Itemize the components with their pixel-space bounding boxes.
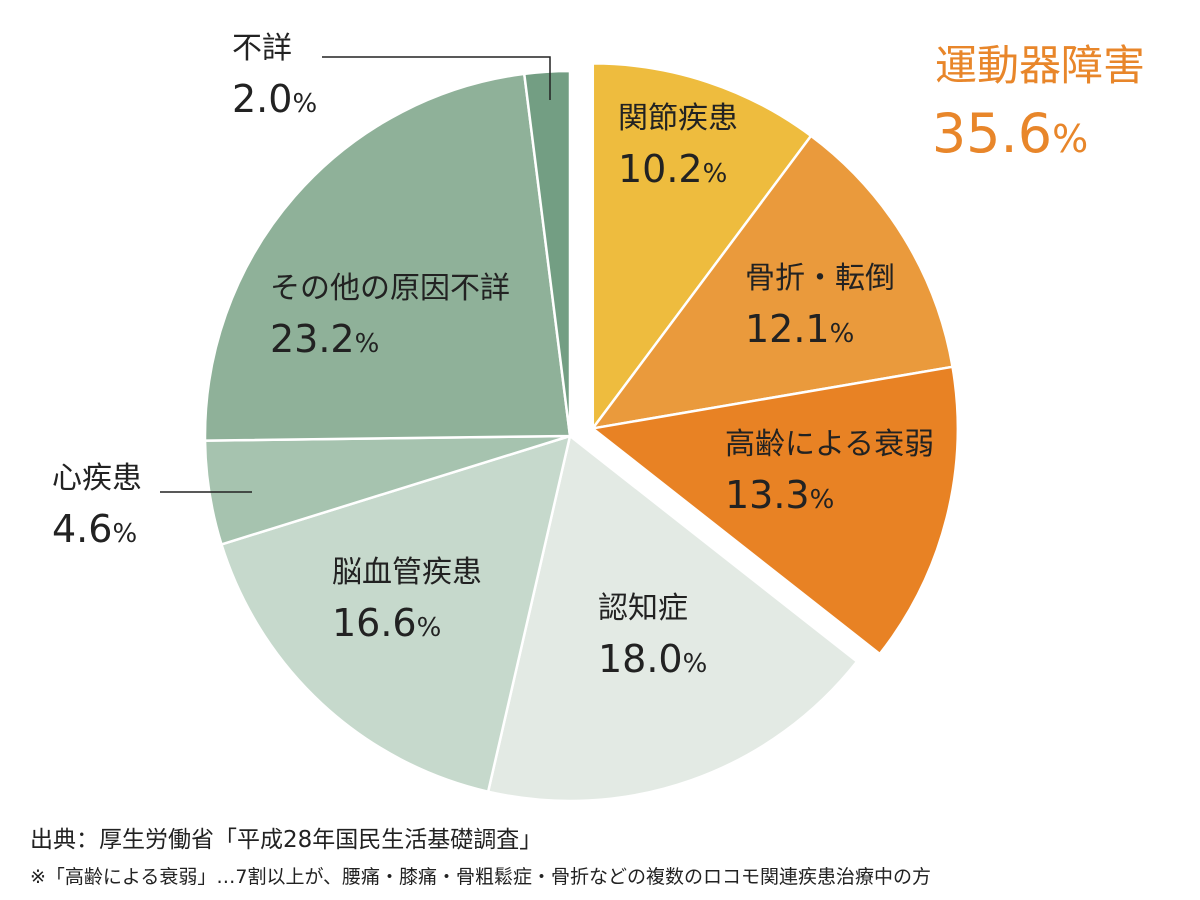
group-value: 35.6% (932, 102, 1088, 165)
pie-slice-8 (523, 69, 572, 438)
slice-label-8: 不詳 (232, 31, 292, 66)
slice-value-6: 4.6% (52, 507, 137, 551)
pie-slice-5 (220, 434, 572, 793)
slice-value-5: 16.6% (332, 601, 441, 645)
slice-value-7: 23.2% (270, 317, 379, 361)
footnote: ※「高齢による衰弱」…7割以上が、腰痛・膝痛・骨粗鬆症・骨折などの複数のロコモ関… (30, 866, 932, 888)
pie-slice-2 (591, 134, 954, 430)
pie-slice-4 (486, 434, 859, 803)
slice-value-2: 12.1% (745, 307, 854, 351)
group-value-unit: % (1052, 117, 1088, 161)
leader-lines (160, 56, 551, 493)
slice-label-3: 高齢による衰弱 (725, 427, 934, 462)
slice-label-2: 骨折・転倒 (745, 261, 895, 296)
slice-label-7: その他の原因不詳 (270, 271, 510, 306)
group-value-number: 35.6 (932, 102, 1052, 165)
source-note: 出典：厚生労働省「平成28年国民生活基礎調査」 (30, 827, 543, 853)
slice-value-3: 13.3% (725, 473, 834, 517)
slice-value-1: 10.2% (618, 147, 727, 191)
pie-slices (203, 62, 960, 803)
pie-slice-7 (203, 72, 572, 442)
leader-line-8 (322, 56, 551, 100)
slice-label-1: 関節疾患 (618, 101, 738, 136)
group-title: 運動器障害 (935, 41, 1145, 90)
slice-value-4: 18.0% (598, 637, 707, 681)
pie-slice-1 (591, 62, 813, 430)
pie-slice-3 (591, 365, 960, 656)
slice-labels: 関節疾患 10.2% 骨折・転倒 12.1% 高齢による衰弱 13.3% 認知症 18.0% 脳… (52, 31, 934, 681)
slice-label-4: 認知症 (598, 591, 688, 626)
slice-value-8: 2.0% (232, 77, 317, 121)
group-callout: 運動器障害 35.6% (932, 41, 1145, 165)
slice-label-6: 心疾患 (52, 461, 142, 496)
slice-label-5: 脳血管疾患 (332, 555, 482, 590)
